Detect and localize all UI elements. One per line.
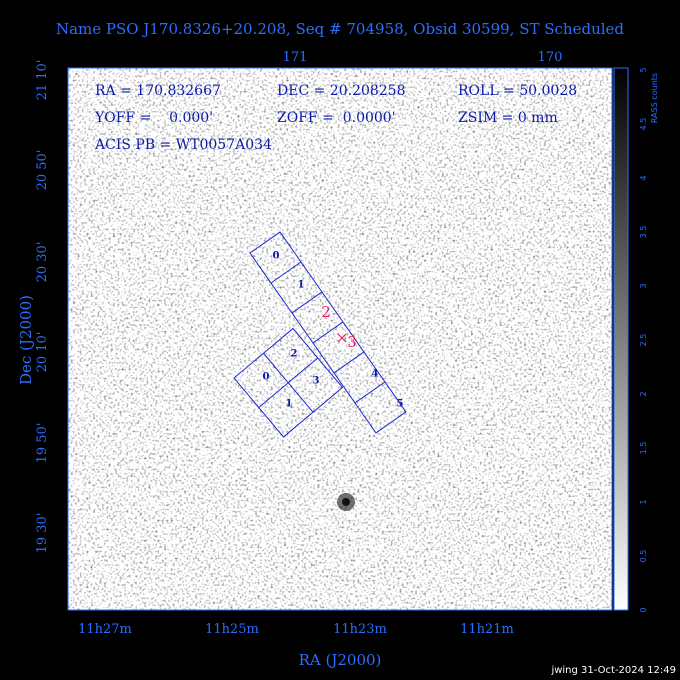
chip-label: 0: [263, 372, 270, 383]
tick-label: 21 10': [35, 60, 50, 101]
tick-label: 19 30': [35, 513, 50, 554]
left-axis: 21 10' 20 50' 20 30' 20 10' 19 50' 19 30…: [17, 60, 50, 554]
colorbar-label: RASS counts: [650, 73, 659, 123]
colorbar-tick-label: 1: [639, 499, 648, 504]
colorbar-tick-label: 1.5: [639, 442, 648, 455]
bottom-axis: 11h27m 11h25m 11h23m 11h21m RA (J2000): [78, 622, 514, 669]
chip-label: 2: [321, 303, 331, 321]
tick-label: 20 10': [35, 332, 50, 373]
tick-label: 19 50': [35, 423, 50, 464]
tick-label: 11h23m: [333, 622, 387, 637]
dec: DEC = 20.208258: [277, 83, 406, 99]
chip-label: 4: [372, 369, 379, 380]
top-axis: 171 170: [283, 50, 563, 65]
chip-label: 1: [286, 399, 293, 410]
chip-label: 3: [347, 333, 357, 351]
tick-label: 20 50': [35, 150, 50, 191]
tick-label: 11h25m: [205, 622, 259, 637]
colorbar-tick-label: 2: [639, 391, 648, 396]
sky-image: [67, 67, 613, 611]
colorbar-tick-label: 4.5: [639, 118, 648, 131]
colorbar-tick-label: 2.5: [639, 334, 648, 347]
roll: ROLL = 50.0028: [458, 83, 577, 99]
axis-label: RA (J2000): [299, 651, 382, 669]
chip-label: 5: [397, 399, 404, 410]
acis-i: [233, 327, 344, 438]
pointing-info: RA = 170.832667 DEC = 20.208258 ROLL = 5…: [94, 83, 577, 153]
chip-label: 3: [313, 376, 320, 387]
chip-label: 1: [298, 280, 305, 291]
acis-pb: ACIS PB = WT0057A034: [94, 137, 272, 153]
tick-label: 171: [283, 50, 308, 65]
zsim: ZSIM = 0 mm: [458, 110, 558, 126]
axis-label: Dec (J2000): [17, 295, 35, 385]
tick-label: 11h21m: [460, 622, 514, 637]
colorbar-tick-label: 0: [639, 607, 648, 612]
colorbar-tick-label: 4: [639, 175, 648, 180]
footer: jwing 31-Oct-2024 12:49: [550, 665, 676, 676]
chip-label: 0: [273, 251, 280, 262]
colorbar-tick-label: 3.5: [639, 226, 648, 239]
tick-label: 170: [538, 50, 563, 65]
colorbar: 0 0.5 1 1.5 2 2.5 3 3.5 4 4.5 5 RASS counts: [613, 67, 659, 613]
chip-label: 2: [291, 349, 298, 360]
ra: RA = 170.832667: [95, 83, 221, 99]
colorbar-tick-label: 5: [639, 67, 648, 72]
tick-label: 11h27m: [78, 622, 132, 637]
colorbar-tick-label: 3: [639, 283, 648, 288]
zoff: ZOFF = 0.0000': [277, 110, 396, 126]
title: Name PSO J170.8326+20.208, Seq # 704958,…: [56, 20, 624, 38]
yoff: YOFF = 0.000': [94, 110, 213, 126]
acis-s: [249, 231, 407, 434]
aimpoint: [337, 333, 347, 343]
colorbar-tick-label: 0.5: [639, 550, 648, 563]
tick-label: 20 30': [35, 242, 50, 283]
